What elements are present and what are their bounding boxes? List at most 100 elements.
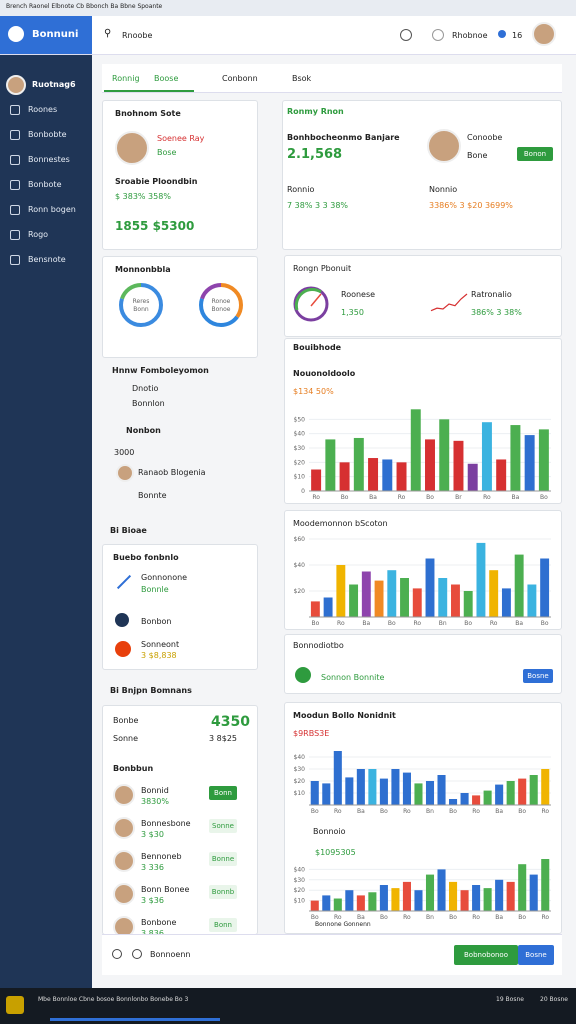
tab[interactable]: Bsok (292, 74, 312, 83)
bar (322, 783, 331, 805)
bar (449, 881, 458, 911)
bar (333, 751, 342, 805)
person-name: Bonbone (141, 918, 177, 927)
nav-item[interactable]: Rogo (28, 230, 49, 239)
avatar (113, 784, 135, 806)
tab[interactable]: Boose (154, 74, 179, 83)
heading: Sroabie Ploondbin (115, 177, 198, 186)
x-tick-label: Ro (413, 620, 421, 627)
avatar (113, 850, 135, 872)
value: 3 8$25 (209, 734, 237, 743)
action[interactable]: Bonne (209, 852, 237, 866)
bar (439, 419, 450, 491)
nav-item[interactable]: Bonnestes (28, 155, 70, 164)
x-tick-label: Ro (337, 620, 345, 627)
bar (333, 898, 342, 911)
value: 386% 3 38% (471, 308, 522, 317)
taskbar: Mbe Bonnloe Cbne bosoe Bonnlonbo Bonebe … (0, 988, 576, 1024)
card-title: Moodemonnon bScoton (293, 519, 388, 528)
news-item[interactable]: Bonnlon (132, 399, 165, 408)
x-tick-label: Ba (495, 808, 503, 815)
x-tick-label: Ba (369, 494, 377, 501)
y-tick-label: $40 (294, 754, 306, 761)
action[interactable]: Sonne (209, 819, 237, 833)
tab[interactable]: Ronnig (112, 74, 140, 83)
bar (460, 890, 469, 911)
avatar (6, 75, 26, 95)
x-tick-label: Br (455, 494, 462, 501)
label: Bonbe (113, 716, 139, 725)
stats: $ 383% 358% (115, 192, 171, 201)
x-tick-label: Bo (449, 914, 457, 921)
card-title: Bonnoio (313, 827, 346, 836)
button[interactable]: Bobnobonoo (454, 945, 518, 965)
button[interactable]: Bonon (517, 147, 553, 161)
nav-item[interactable]: Ronn bogen (28, 205, 76, 214)
action[interactable]: Bonn (209, 918, 237, 932)
item-sub: 3 $8,838 (141, 651, 177, 660)
overview-card: Ronmy Rnon Bonhbocheonmo Banjare 2.1,568… (282, 100, 562, 250)
card-title: Buebo fonbnlo (113, 553, 179, 562)
bar (481, 422, 492, 491)
news-item[interactable]: Dnotio (132, 384, 159, 393)
avatar[interactable] (532, 22, 556, 46)
button[interactable]: Bosne (523, 669, 553, 683)
monthly-card: Moodun Bollo Nonidnit $9RBS3E $10 $20 $30 $… (284, 702, 562, 934)
person: Conoobe (467, 133, 503, 142)
nav-item[interactable]: Roones (28, 105, 58, 114)
tag: Bonnte (138, 491, 167, 500)
person-name: Bonnesbone (141, 819, 191, 828)
bar (349, 584, 359, 617)
button[interactable]: Bosne (518, 945, 554, 965)
action[interactable]: Bonn (209, 786, 237, 800)
nav-item[interactable]: Bonbote (28, 180, 62, 189)
sidebar: Ruotnag6 Roones Bonbobte Bonnestes Bonbote R… (0, 55, 92, 988)
icon[interactable] (432, 29, 444, 41)
bar (506, 881, 515, 911)
bar (472, 885, 481, 911)
bar (451, 584, 460, 617)
bar-chart: 0 $10 $20 $30 $40 $50 Ro Bo Ba Ro Bo Br Ro Ba Bo (294, 409, 551, 501)
bar (538, 429, 549, 491)
label: Bonnoenn (150, 950, 191, 959)
nav-item[interactable]: Bonbobte (28, 130, 67, 139)
people-card: Bonbe 4350 Sonne 3 8$25 Bonbbun Bonnid 38… (102, 705, 258, 938)
x-tick-label: Ba (357, 808, 365, 815)
badge: $9RBS3E (293, 729, 330, 738)
legend: Bonnone Gonnenn (315, 921, 371, 928)
icon[interactable] (400, 29, 412, 41)
amount: 1855 $5300 (115, 219, 195, 233)
nav-item[interactable]: Bensnote (28, 255, 66, 264)
logo-area: Bonnuni (0, 16, 92, 54)
x-tick-label: Bo (464, 620, 472, 627)
y-tick-label: $40 (294, 431, 306, 438)
tab[interactable]: Conbonn (222, 74, 258, 83)
item-name: Bonbon (141, 617, 172, 626)
x-tick-label: Ro (403, 914, 411, 921)
user[interactable]: Ruotnag6 (32, 80, 76, 89)
bar (387, 570, 397, 617)
progress-card: Rongn Pbonuit Roonese 1,350 Ratronalio 3… (284, 255, 562, 337)
search[interactable]: ⚲ Rnoobe (104, 28, 153, 40)
x-tick-label: Bn (439, 620, 447, 627)
section-header: Bi Bioae (110, 526, 147, 535)
avatar (113, 883, 135, 905)
bar (529, 874, 538, 911)
label: Sonne (113, 734, 139, 743)
bar (476, 542, 486, 617)
subtitle: Nouonoldoolo (293, 369, 356, 378)
bar (463, 591, 473, 617)
bar (368, 458, 379, 491)
bar (382, 459, 393, 491)
action[interactable]: Bonnb (209, 885, 237, 899)
bar (425, 558, 435, 617)
person-sub: 3 $30 (141, 830, 164, 839)
item-name: Sonneont (141, 640, 180, 649)
x-tick-label: Ro (541, 914, 549, 921)
bar (391, 769, 400, 805)
account[interactable]: Rhobnoe (452, 31, 488, 40)
x-tick-label: Ro (398, 494, 406, 501)
tab[interactable]: Ronmy Rnon (287, 107, 344, 116)
x-tick-label: Ba (515, 620, 523, 627)
avatar (427, 129, 461, 163)
